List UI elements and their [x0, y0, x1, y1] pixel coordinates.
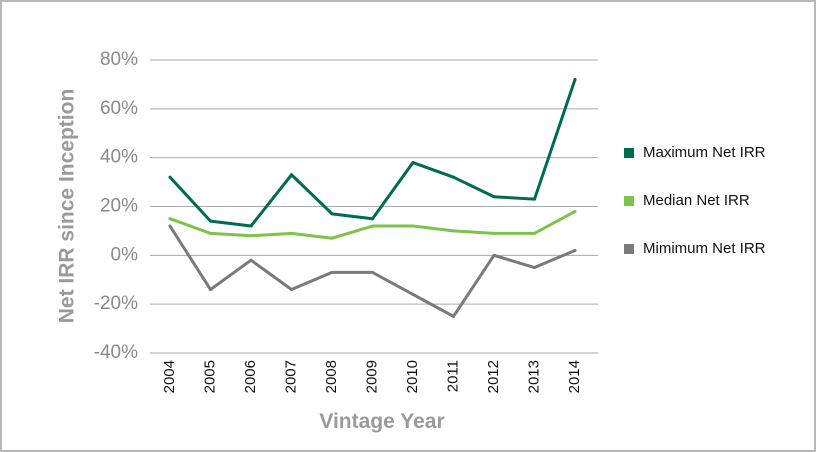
series-line [168, 78, 577, 228]
data-point [411, 161, 415, 165]
data-point [290, 288, 293, 292]
data-point [249, 224, 253, 228]
data-point [168, 175, 172, 179]
data-point [209, 219, 212, 223]
data-point [290, 173, 293, 177]
data-point [330, 270, 334, 274]
gridlines [150, 59, 598, 354]
data-point [492, 253, 496, 257]
data-point [533, 231, 536, 235]
y-tick-label: 60% [100, 98, 138, 119]
data-point [249, 234, 253, 238]
data-point [290, 231, 293, 235]
legend-label: Maximum Net IRR [643, 144, 766, 161]
data-point [209, 231, 212, 235]
data-point [573, 209, 577, 213]
x-tick-label: 2011 [444, 360, 461, 392]
y-axis-ticks: 80% 60% 40% 20% 0% -20% -40% [94, 49, 138, 363]
data-point [573, 78, 577, 82]
y-tick-label: 40% [100, 147, 138, 168]
data-point [168, 224, 172, 228]
data-point [330, 212, 334, 216]
data-point [371, 270, 374, 274]
x-tick-label: 2008 [323, 360, 340, 393]
x-tick-label: 2005 [201, 360, 218, 393]
data-point [533, 266, 536, 270]
y-tick-label: 80% [100, 49, 138, 70]
x-tick-label: 2007 [282, 360, 299, 393]
data-point [371, 217, 374, 221]
data-point [209, 288, 212, 292]
data-point [411, 292, 415, 296]
data-point [371, 224, 374, 228]
legend: Maximum Net IRR Median Net IRR Mimimum Net… [624, 144, 766, 257]
legend-label: Mimimum Net IRR [643, 240, 766, 257]
data-point [330, 236, 334, 240]
data-point [452, 229, 455, 233]
data-point [492, 195, 496, 199]
data-point [452, 175, 455, 179]
x-tick-label: 2004 [161, 360, 178, 393]
data-point [168, 217, 172, 221]
data-point [573, 248, 577, 252]
x-axis-title: Vintage Year [319, 410, 444, 433]
legend-swatch [624, 244, 634, 254]
y-tick-label: 0% [111, 244, 139, 265]
legend-swatch [624, 196, 634, 206]
x-axis-ticks: 2004 2005 2006 2007 2008 2009 2010 2011 2012 2013… [161, 360, 583, 393]
data-point [533, 197, 536, 201]
y-axis-title: Net IRR since Inception [56, 89, 79, 324]
x-tick-label: 2009 [363, 360, 380, 393]
data-point [249, 258, 253, 262]
y-tick-label: -40% [94, 342, 138, 363]
legend-label: Median Net IRR [643, 192, 750, 209]
x-tick-label: 2012 [485, 360, 502, 393]
legend-swatch [624, 148, 634, 158]
data-point [452, 314, 455, 318]
data-point [411, 224, 415, 228]
x-tick-label: 2014 [566, 360, 583, 393]
x-tick-label: 2006 [242, 360, 259, 393]
data-point [492, 231, 496, 235]
y-tick-label: 20% [100, 196, 138, 217]
x-tick-label: 2010 [404, 360, 421, 393]
series-lines [168, 78, 577, 318]
x-tick-label: 2013 [525, 360, 542, 393]
y-tick-label: -20% [94, 293, 138, 314]
